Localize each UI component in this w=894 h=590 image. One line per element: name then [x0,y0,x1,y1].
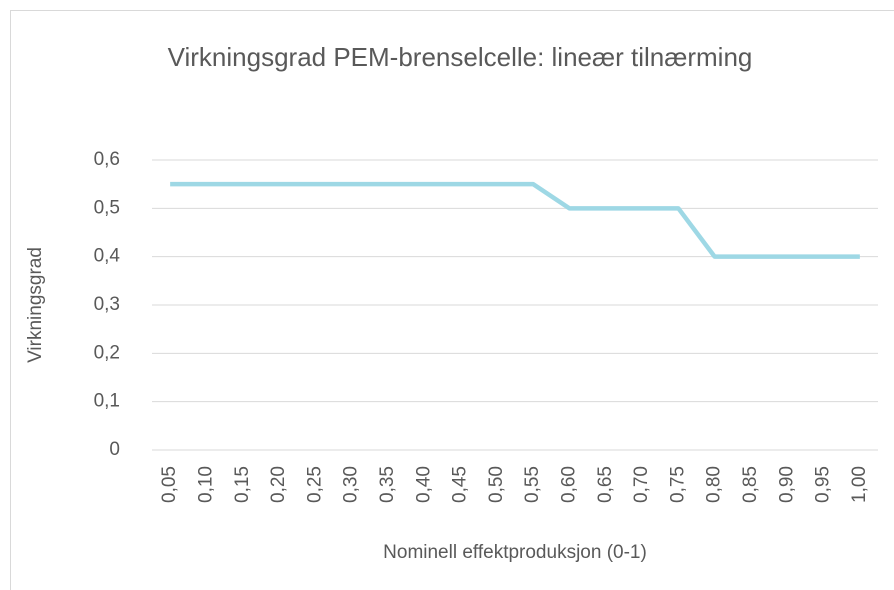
x-tick-label: 0,75 [667,466,688,503]
chart-title: Virkningsgrad PEM-brenselcelle: lineær t… [167,42,753,72]
data-line [170,181,860,259]
x-tick-label: 0,25 [304,466,325,503]
y-tick-label: 0,5 [94,197,120,218]
x-axis-title: Nominell effektproduksjon (0-1) [383,542,647,563]
x-tick-label: 0,05 [159,466,180,503]
x-tick-label: 0,50 [486,466,507,503]
y-tick-label: 0,1 [94,391,120,412]
x-tick-label: 0,55 [522,466,543,503]
y-tick-label: 0 [109,439,120,460]
x-tick-label: 0,10 [195,466,216,503]
x-tick-label: 0,40 [413,466,434,503]
x-tick-label: 0,90 [776,466,797,503]
x-tick-label: 0,85 [740,466,761,503]
x-tick-label: 0,45 [450,466,471,503]
y-tick-label: 0,6 [94,149,120,170]
x-tick-label: 0,20 [268,466,289,503]
y-tick-label: 0,2 [94,342,120,363]
x-tick-label: 0,65 [595,466,616,503]
y-tick-label: 0,3 [94,294,120,315]
x-tick-label: 0,60 [558,466,579,503]
x-tick-label: 0,95 [813,466,834,503]
x-tick-label: 0,30 [341,466,362,503]
x-tick-label: 0,35 [377,466,398,503]
y-tick-label: 0,4 [94,246,121,267]
x-tick-label: 0,80 [704,466,725,503]
x-tick-label: 1,00 [849,466,870,503]
x-tick-label: 0,70 [631,466,652,503]
x-tick-label: 0,15 [232,466,253,503]
y-axis-title: Virkningsgrad [25,247,46,363]
chart-frame [10,10,894,590]
